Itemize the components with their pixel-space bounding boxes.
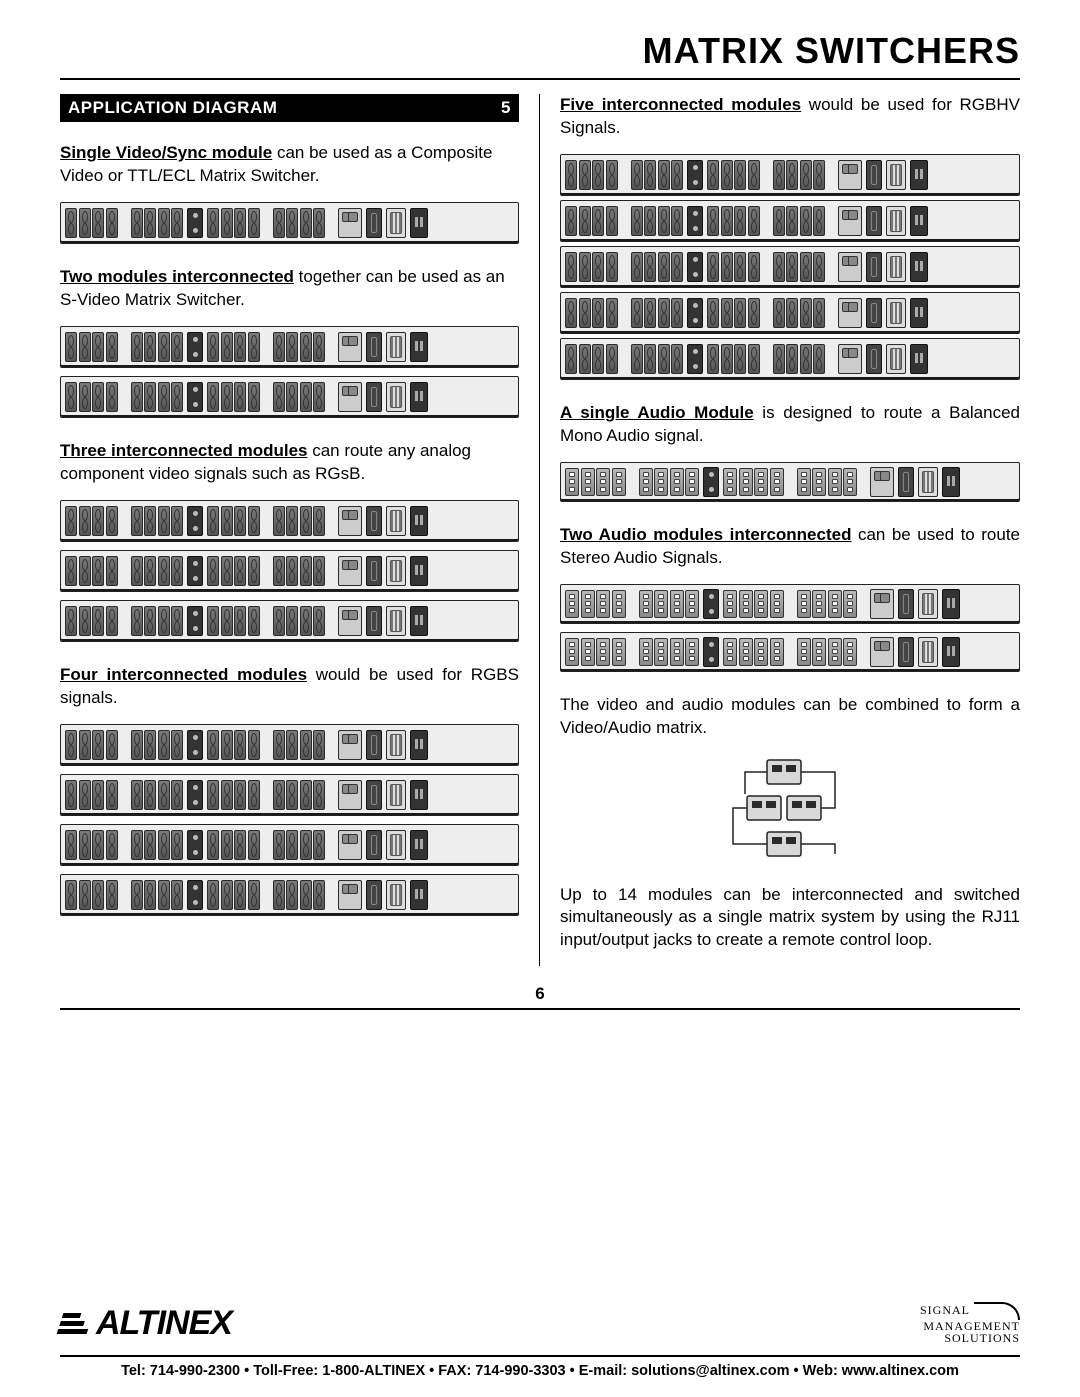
right-para-2: A single Audio Module is designed to rou… [560,402,1020,448]
signal-mgmt-logo: SIGNAL MANAGEMENT SOLUTIONS [920,1302,1020,1345]
left-para-3: Three interconnected modules can route a… [60,440,519,486]
brand-text: ALTINEX [96,1304,232,1343]
stack-3 [60,500,519,642]
left-para-4: Four interconnected modules would be use… [60,664,519,710]
section-header: APPLICATION DIAGRAM 5 [60,94,519,122]
stack-audio-1 [560,462,1020,502]
stack-4 [60,724,519,916]
footer-rule [60,1008,1020,1010]
brand-logo: ALTINEX [60,1304,232,1343]
combo-diagram [560,754,1020,864]
rack-module [60,600,519,642]
lead: A single Audio Module [560,403,754,422]
rack-module [560,200,1020,242]
rack-module [560,154,1020,196]
page-title: MATRIX SWITCHERS [60,30,1020,72]
section-label: APPLICATION DIAGRAM [68,98,277,118]
lead: Four interconnected modules [60,665,307,684]
right-para-4: The video and audio modules can be combi… [560,694,1020,740]
rack-module [60,326,519,368]
stack-5 [560,154,1020,380]
stripes-icon [57,1313,94,1334]
stack-audio-2 [560,584,1020,672]
rack-module [560,338,1020,380]
section-number: 5 [501,98,511,118]
lead: Three interconnected modules [60,441,308,460]
page-number: 6 [60,984,1020,1004]
lead: Five interconnected modules [560,95,801,114]
rack-module [60,202,519,244]
contact-line: Tel: 714-990-2300 • Toll-Free: 1-800-ALT… [60,1355,1020,1379]
rack-module [60,824,519,866]
right-column: Five interconnected modules would be use… [540,94,1020,966]
audio-module [560,632,1020,672]
left-para-2: Two modules interconnected together can … [60,266,519,312]
rack-module [60,376,519,418]
audio-module [560,462,1020,502]
right-para-3: Two Audio modules interconnected can be … [560,524,1020,570]
title-rule [60,78,1020,80]
lead: Two Audio modules interconnected [560,525,851,544]
rack-module [60,500,519,542]
left-column: APPLICATION DIAGRAM 5 Single Video/Sync … [60,94,540,966]
right-para-1: Five interconnected modules would be use… [560,94,1020,140]
lead: Single Video/Sync module [60,143,272,162]
rack-module [60,724,519,766]
rack-module [560,292,1020,334]
left-para-1: Single Video/Sync module can be used as … [60,142,519,188]
footer: ALTINEX SIGNAL MANAGEMENT SOLUTIONS Tel:… [0,1288,1080,1397]
rack-module [560,246,1020,288]
rack-module [60,550,519,592]
arc-icon [974,1302,1020,1320]
rack-module [60,874,519,916]
stack-1 [60,202,519,244]
right-para-5: Up to 14 modules can be interconnected a… [560,884,1020,953]
lead: Two modules interconnected [60,267,294,286]
rack-module [60,774,519,816]
stack-2 [60,326,519,418]
audio-module [560,584,1020,624]
